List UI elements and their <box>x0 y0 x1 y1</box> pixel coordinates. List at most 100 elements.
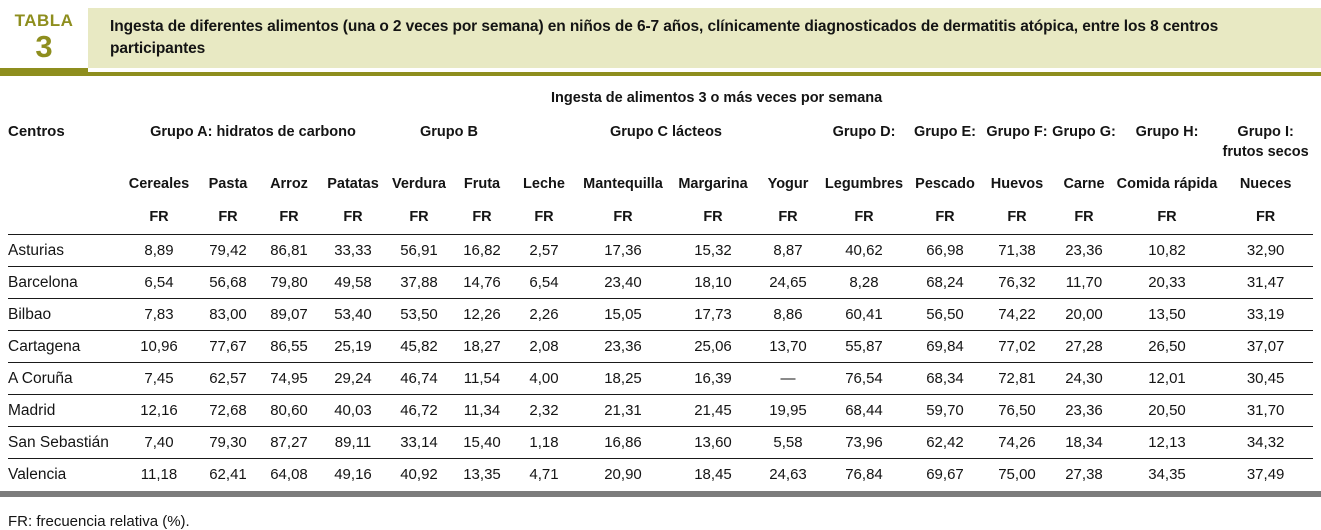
fr-column-header: FR <box>534 208 554 225</box>
data-cell: 68,24 <box>926 274 964 291</box>
column-group-header: Grupo D: <box>820 111 908 169</box>
fr-column-header: FR <box>1007 208 1027 225</box>
data-cell: 12,13 <box>1148 434 1186 451</box>
food-column-header: Huevos <box>990 176 1044 192</box>
table-row: San Sebastián 7,40 79,30 87,27 89,11 33,14 15,… <box>8 426 1314 459</box>
row-label-centro: Valencia <box>8 465 67 483</box>
data-cell: 24,30 <box>1065 370 1103 387</box>
column-group-header: Grupo H: <box>1116 111 1218 169</box>
data-cell: 2,26 <box>529 306 559 323</box>
data-cell: 16,82 <box>463 242 501 259</box>
data-cell: 27,38 <box>1065 466 1103 484</box>
data-cell: 76,32 <box>998 274 1036 291</box>
data-cell: 2,57 <box>529 242 559 259</box>
data-cell: 56,50 <box>926 306 964 323</box>
column-group-header: Grupo A: hidratos de carbono <box>120 111 386 169</box>
data-cell: 80,60 <box>270 402 308 419</box>
data-cell: 49,58 <box>334 274 372 291</box>
data-cell: 68,44 <box>845 402 883 419</box>
data-cell: 21,31 <box>604 402 642 419</box>
food-column-header: Pasta <box>208 176 248 192</box>
data-cell: 16,86 <box>604 434 642 451</box>
column-group-header-line1: Grupo C lácteos <box>610 124 722 140</box>
data-cell: 4,00 <box>529 370 559 387</box>
column-header-centros: Centros <box>8 123 65 140</box>
data-cell: 46,74 <box>400 370 438 387</box>
data-cell: 5,58 <box>773 434 803 451</box>
data-cell: 11,70 <box>1065 274 1103 291</box>
table-row: A Coruña 7,45 62,57 74,95 29,24 46,74 11,54 4,0… <box>8 362 1314 395</box>
row-label-centro: A Coruña <box>8 369 73 387</box>
accent-divider <box>0 68 1321 76</box>
food-header-spacer <box>8 169 120 199</box>
data-cell: 18,27 <box>463 338 501 355</box>
fr-column-header: FR <box>935 208 955 225</box>
column-group-header-line1: Grupo D: <box>832 124 896 140</box>
data-cell: 46,72 <box>400 402 438 419</box>
data-cell: 37,49 <box>1246 466 1285 484</box>
data-cell: 77,67 <box>209 338 247 355</box>
fr-column-header: FR <box>613 208 633 225</box>
data-cell: 19,95 <box>769 402 807 419</box>
data-cell: 33,33 <box>334 242 372 259</box>
data-cell: 83,00 <box>209 306 247 323</box>
figure-header: TABLA 3 Ingesta de diferentes alimentos … <box>0 0 1321 72</box>
table-row: Barcelona 6,54 56,68 79,80 49,58 37,88 14,76 6,… <box>8 266 1314 299</box>
column-group-header-line1: Grupo E: <box>913 124 977 140</box>
data-cell: — <box>780 370 796 387</box>
data-cell: 13,35 <box>463 466 501 484</box>
fr-column-header: FR <box>778 208 798 225</box>
table-title: Ingesta de diferentes alimentos (una o 2… <box>88 8 1321 68</box>
data-cell: 56,68 <box>209 274 247 291</box>
data-cell: 12,26 <box>463 306 501 323</box>
data-cell: 23,36 <box>604 338 642 355</box>
row-label-centro: Barcelona <box>8 273 78 291</box>
table-row: Cartagena 10,96 77,67 86,55 25,19 45,82 18,27 2… <box>8 330 1314 363</box>
data-cell: 89,11 <box>334 434 372 451</box>
food-column-header: Verdura <box>392 176 446 192</box>
data-cell: 14,76 <box>463 274 501 291</box>
data-cell: 13,50 <box>1148 306 1186 323</box>
data-cell: 60,41 <box>845 306 883 323</box>
data-cell: 59,70 <box>926 402 964 419</box>
column-group-header: Grupo E: <box>908 111 982 169</box>
bottom-bar-divider <box>0 490 1321 497</box>
data-cell: 2,08 <box>529 338 559 355</box>
data-cell: 37,07 <box>1246 338 1285 355</box>
table-row: Bilbao 7,83 83,00 89,07 53,40 53,50 12,26 2,26 1… <box>8 298 1314 331</box>
data-cell: 29,24 <box>334 370 372 387</box>
column-group-header-line1: Grupo B <box>420 124 478 140</box>
data-cell: 68,34 <box>926 370 964 387</box>
data-cell: 66,98 <box>926 242 964 259</box>
data-cell: 40,03 <box>334 402 372 419</box>
data-cell: 25,19 <box>334 338 372 355</box>
food-column-header: Pescado <box>915 176 975 192</box>
data-cell: 7,45 <box>144 370 174 387</box>
data-cell: 20,50 <box>1148 402 1186 419</box>
data-cell: 30,45 <box>1246 370 1285 387</box>
data-cell: 13,70 <box>769 338 807 355</box>
data-cell: 31,47 <box>1246 274 1285 291</box>
data-cell: 64,08 <box>270 466 308 484</box>
data-cell: 71,38 <box>998 242 1036 259</box>
data-cell: 32,90 <box>1246 242 1285 259</box>
data-cell: 53,40 <box>334 306 372 323</box>
data-cell: 74,22 <box>998 306 1036 323</box>
food-column-header: Comida rápida <box>1116 176 1218 192</box>
data-cell: 72,68 <box>209 402 247 419</box>
table-label-number: 3 <box>35 29 53 64</box>
data-cell: 11,54 <box>463 370 501 387</box>
data-cell: 15,05 <box>604 306 642 323</box>
data-cell: 74,95 <box>270 370 308 387</box>
span-header-spacer <box>8 84 120 111</box>
row-label-centro: Asturias <box>8 241 64 259</box>
food-column-header: Fruta <box>463 176 501 192</box>
data-cell: 33,19 <box>1246 306 1285 323</box>
fr-column-header: FR <box>1157 208 1177 225</box>
data-cell: 16,39 <box>694 370 732 387</box>
data-cell: 20,00 <box>1065 306 1103 323</box>
food-column-header: Mantequilla <box>583 176 663 192</box>
data-cell: 18,45 <box>694 466 732 484</box>
data-cell: 26,50 <box>1148 338 1186 355</box>
